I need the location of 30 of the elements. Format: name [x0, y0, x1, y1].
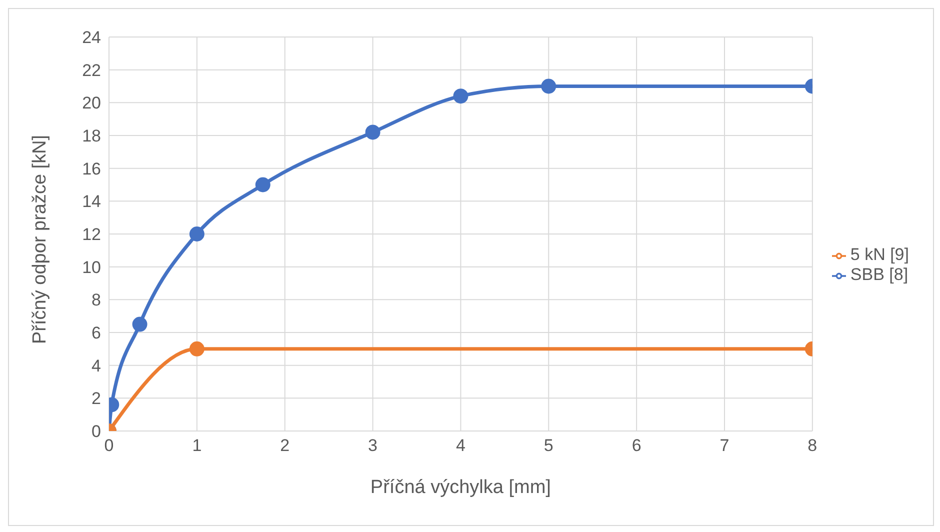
y-tick-label: 22 [82, 60, 101, 80]
x-tick-label: 2 [280, 436, 290, 456]
x-tick-label: 6 [632, 436, 642, 456]
y-axis-title: Příčný odpor pražce [kN] [30, 134, 51, 344]
x-tick-label: 5 [544, 436, 554, 456]
y-tick-label: 18 [82, 126, 101, 146]
y-tick-label: 4 [92, 356, 101, 376]
point [365, 124, 380, 140]
x-tick-label: 3 [368, 436, 378, 456]
point [255, 177, 270, 192]
x-tick-label: 4 [456, 436, 466, 456]
y-tick-label: 20 [82, 94, 101, 113]
y-tick-label: 16 [82, 159, 101, 178]
x-tick-label: 1 [192, 436, 202, 456]
x-axis-title: Příčná výchylka [mm] [370, 477, 551, 498]
point [132, 316, 148, 332]
y-tick-label: 8 [92, 290, 101, 310]
legend-label: SBB [8] [850, 265, 908, 284]
y-tick-label: 14 [82, 192, 101, 212]
y-tick-label: 2 [92, 389, 101, 408]
x-tick-label: 7 [720, 436, 730, 456]
point [189, 226, 204, 242]
y-tick-label: 24 [82, 28, 101, 48]
y-tick-label: 6 [92, 324, 101, 343]
x-tick-label: 8 [808, 436, 818, 456]
legend-label: 5 kN [9] [850, 245, 909, 264]
x-tick-label: 0 [104, 436, 114, 456]
y-tick-label: 12 [82, 225, 101, 244]
y-tick-label: 10 [82, 258, 101, 277]
y-tick-label: 0 [92, 422, 101, 442]
